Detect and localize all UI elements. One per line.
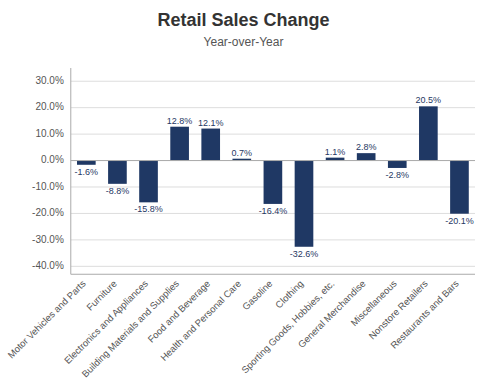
bar: [201, 129, 220, 161]
x-tick-label: Restaurants and Bars: [388, 278, 461, 351]
data-label: -15.8%: [134, 204, 163, 214]
bars: [77, 106, 469, 246]
data-label: -20.1%: [445, 216, 474, 226]
grid-line: [71, 81, 475, 82]
chart-container: Retail Sales Change Year-over-Year -40.0% -…: [0, 0, 487, 386]
bar: [450, 161, 469, 214]
bar: [108, 161, 127, 184]
x-tick-label: Health and Personal Care: [158, 278, 243, 363]
y-axis-line: [70, 68, 71, 274]
bar: [139, 161, 158, 203]
data-label: 12.1%: [198, 118, 224, 128]
data-label: -32.6%: [290, 249, 319, 259]
grid-line: [71, 160, 475, 161]
data-label: -16.4%: [259, 206, 288, 216]
y-tick-label: -20.0%: [32, 207, 64, 218]
x-axis-line: [71, 274, 475, 275]
bar: [264, 161, 283, 204]
grid-line: [71, 266, 475, 267]
chart: Retail Sales Change Year-over-Year -40.0% -…: [0, 0, 487, 386]
zero-line: [71, 160, 475, 161]
bar: [357, 153, 376, 160]
grid-line: [71, 239, 475, 240]
bar: [388, 161, 407, 168]
bar: [170, 127, 189, 161]
bar: [419, 106, 438, 160]
grid-line: [71, 107, 475, 108]
grid: [71, 81, 475, 266]
data-label: 1.1%: [325, 147, 346, 157]
y-tick-label: 20.0%: [35, 101, 63, 112]
grid-line: [71, 134, 475, 135]
y-tick-label: -10.0%: [32, 181, 64, 192]
data-label: 2.8%: [356, 142, 377, 152]
subtitle: Year-over-Year: [204, 35, 284, 49]
y-tick-label: -40.0%: [32, 260, 64, 271]
bar: [295, 161, 314, 247]
data-label: -2.8%: [386, 170, 410, 180]
title: Retail Sales Change: [157, 10, 329, 30]
y-tick-label: 30.0%: [35, 75, 63, 86]
y-tick-label: 0.0%: [41, 154, 64, 165]
bar: [77, 161, 96, 165]
y-tick-label: 10.0%: [35, 128, 63, 139]
data-label: 20.5%: [416, 95, 442, 105]
x-tick-label: Gasoline: [240, 278, 274, 312]
data-label: 0.7%: [232, 148, 253, 158]
data-label: -8.8%: [106, 186, 130, 196]
data-label: 12.8%: [167, 116, 193, 126]
y-tick-label: -30.0%: [32, 234, 64, 245]
data-label: -1.6%: [75, 167, 99, 177]
